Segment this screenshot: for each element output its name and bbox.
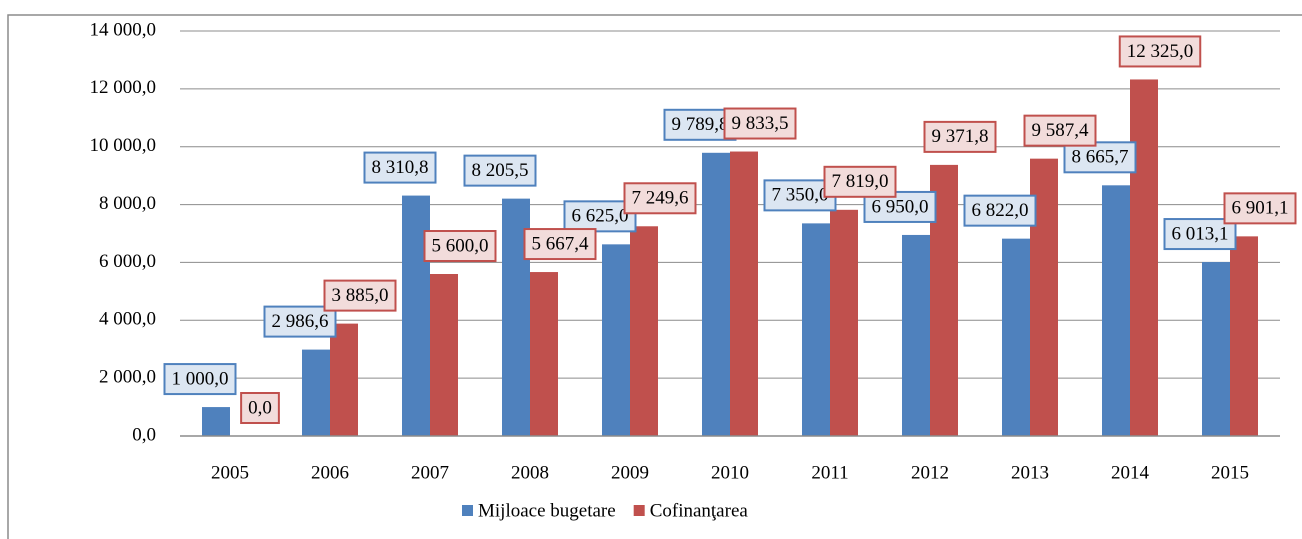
data-label-box	[1023, 114, 1097, 147]
data-label: 8 665,7	[1063, 141, 1137, 174]
x-tick-label: 2011	[811, 462, 848, 483]
data-label-text: 8 205,5	[472, 160, 529, 181]
data-label-text: 5 600,0	[432, 235, 489, 256]
legend-label: Mijloace bugetare	[478, 500, 616, 521]
data-label-text: 6 901,1	[1232, 198, 1289, 219]
data-label-text: 0,0	[248, 397, 272, 418]
data-label: 9 371,8	[923, 120, 997, 153]
x-tick-label: 2015	[1211, 462, 1249, 483]
data-label-text: 9 789,8	[672, 114, 729, 135]
data-label-box	[323, 279, 397, 312]
bar	[702, 152, 730, 436]
legend-label: Cofinanţarea	[650, 500, 749, 521]
data-label-text: 7 819,0	[832, 171, 889, 192]
legend-swatch	[633, 505, 645, 516]
legend-swatch	[462, 505, 473, 516]
data-label-text: 9 833,5	[732, 113, 789, 134]
bar	[430, 274, 458, 436]
bar	[202, 407, 230, 436]
x-tick-label: 2008	[511, 462, 549, 483]
bar	[1002, 238, 1030, 436]
data-label-text: 5 667,4	[532, 233, 590, 254]
x-tick-label: 2013	[1011, 462, 1049, 483]
data-label-text: 9 371,8	[932, 126, 989, 147]
data-label-box	[423, 230, 497, 262]
bar	[1202, 262, 1230, 436]
data-label-text: 3 885,0	[332, 285, 389, 306]
data-label-text: 7 249,6	[632, 188, 689, 209]
bar	[802, 223, 830, 436]
y-tick-label: 4 000,0	[99, 309, 156, 330]
data-label-text: 6 822,0	[972, 200, 1029, 221]
bar	[830, 209, 858, 436]
data-label-box	[163, 363, 237, 396]
data-label-box	[1118, 35, 1202, 68]
data-label-text: 6 625,0	[572, 206, 629, 227]
bar	[1230, 236, 1258, 436]
y-tick-label: 2 000,0	[99, 367, 156, 388]
data-label-text: 8 665,7	[1072, 147, 1129, 168]
data-label: 9 587,4	[1023, 114, 1097, 147]
data-label-box	[523, 228, 597, 261]
y-tick-label: 14 000,0	[90, 19, 157, 40]
bar	[302, 349, 330, 436]
data-label: 7 819,0	[823, 165, 897, 198]
x-tick-label: 2005	[211, 462, 249, 483]
y-tick-label: 8 000,0	[99, 193, 156, 214]
data-label: 0,0	[240, 392, 280, 424]
bar	[530, 272, 558, 436]
data-label: 5 600,0	[423, 230, 497, 262]
data-label-text: 6 950,0	[872, 196, 929, 217]
data-label: 7 249,6	[623, 182, 697, 215]
data-label: 5 667,4	[523, 228, 597, 261]
y-tick-label: 0,0	[132, 424, 156, 445]
bar	[602, 244, 630, 436]
y-tick-label: 6 000,0	[99, 251, 156, 272]
x-tick-label: 2007	[411, 462, 449, 483]
data-label-text: 2 986,6	[272, 311, 329, 332]
data-label-text: 12 325,0	[1127, 41, 1194, 62]
y-tick-label: 12 000,0	[90, 77, 157, 98]
data-label-box	[1063, 141, 1137, 174]
bar	[1102, 185, 1130, 436]
chart-frame	[7, 14, 1302, 539]
data-label-box	[623, 182, 697, 215]
bar	[902, 234, 930, 436]
bar	[1130, 79, 1158, 437]
data-label: 8 310,8	[363, 151, 437, 184]
data-label-box	[240, 392, 280, 424]
bar	[730, 151, 758, 437]
data-label-text: 9 587,4	[1032, 120, 1090, 141]
data-label: 1 000,0	[163, 363, 237, 396]
data-label: 3 885,0	[323, 279, 397, 312]
x-tick-label: 2010	[711, 462, 749, 483]
x-tick-label: 2014	[1111, 462, 1150, 483]
data-label-box	[463, 154, 537, 187]
data-label-text: 1 000,0	[172, 368, 229, 389]
data-label-box	[1223, 192, 1297, 225]
x-tick-label: 2006	[311, 462, 349, 483]
data-label-text: 8 310,8	[372, 157, 429, 178]
data-label-box	[923, 120, 997, 153]
bar	[330, 323, 358, 436]
bar	[630, 226, 658, 436]
data-label-box	[723, 107, 797, 140]
data-label: 6 901,1	[1223, 192, 1297, 225]
data-label-text: 7 350,0	[772, 185, 829, 206]
x-tick-label: 2009	[611, 462, 649, 483]
data-label-box	[963, 194, 1037, 227]
data-label-box	[363, 151, 437, 184]
data-label-text: 6 013,1	[1172, 223, 1229, 244]
data-label: 6 013,1	[1163, 218, 1237, 251]
data-label: 9 833,5	[723, 107, 797, 140]
x-tick-label: 2012	[911, 462, 949, 483]
y-tick-label: 10 000,0	[90, 135, 157, 156]
data-label: 6 822,0	[963, 194, 1037, 227]
data-label: 12 325,0	[1118, 35, 1202, 68]
data-label: 8 205,5	[463, 154, 537, 187]
data-label-box	[823, 165, 897, 198]
